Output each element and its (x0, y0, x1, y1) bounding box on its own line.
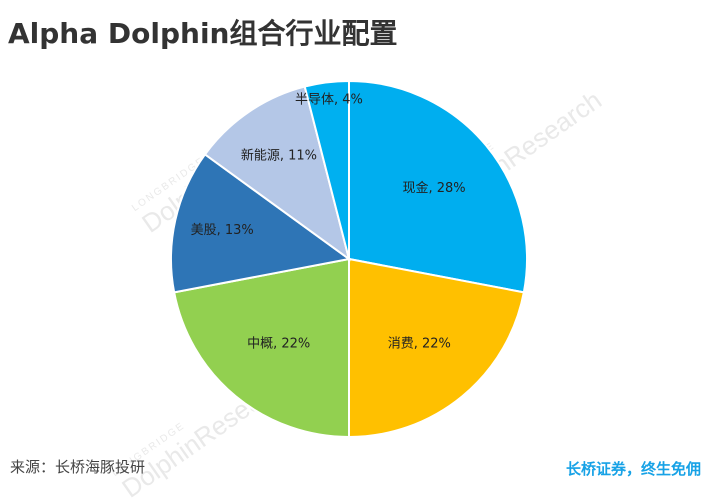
pie-slice-3 (170, 152, 352, 294)
slice-label-0: 现金, 28% (402, 180, 465, 196)
pie-slice-1 (348, 257, 526, 439)
slice-label-2: 中概, 22% (247, 337, 310, 352)
source-note: 来源：长桥海豚投研 (10, 458, 146, 476)
slice-label-3: 美股, 13% (191, 223, 254, 238)
slice-label-1: 消费, 22% (388, 337, 451, 352)
pie-slice-4 (203, 85, 351, 262)
pie-slice-0 (348, 79, 528, 294)
slice-label-5: 半导体, 4% (295, 93, 363, 108)
brand-slogan: 长桥证券，终生免佣 (565, 460, 701, 478)
pie-slice-5 (303, 79, 350, 260)
pie-chart: 现金, 28% 消费, 22% 中概, 22% 美股, 13% 新能源, 11% 半导体,… (170, 79, 528, 439)
pie-slice-2 (172, 257, 350, 439)
chart-title: Alpha Dolphin组合行业配置 (8, 17, 398, 50)
slice-label-4: 新能源, 11% (241, 147, 317, 163)
